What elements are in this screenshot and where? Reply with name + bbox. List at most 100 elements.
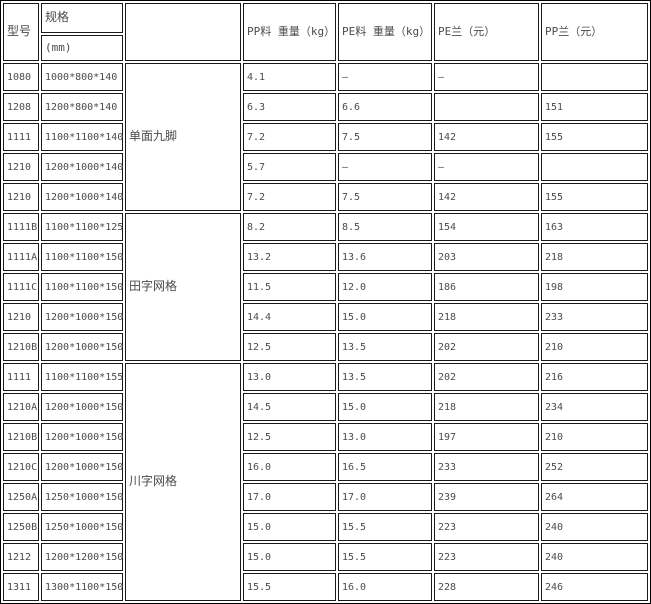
model-cell: 1210B xyxy=(3,423,39,451)
pp-price-cell: 246 xyxy=(541,573,648,601)
spec-cell: 1250*1000*150 xyxy=(41,513,123,541)
pe-price-cell: 202 xyxy=(434,333,539,361)
model-cell: 1210 xyxy=(3,183,39,211)
pp-price-cell: 252 xyxy=(541,453,648,481)
pp-price-cell: 210 xyxy=(541,333,648,361)
pe-weight-cell: 16.5 xyxy=(338,453,432,481)
pe-weight-cell: 13.0 xyxy=(338,423,432,451)
table-row: 1111C 1100*1100*150 11.5 12.0 186 198 xyxy=(3,273,648,301)
table-row: 1210B 1200*1000*150 12.5 13.5 202 210 xyxy=(3,333,648,361)
model-cell: 1212 xyxy=(3,543,39,571)
pp-price-cell: 155 xyxy=(541,183,648,211)
pe-weight-cell: 15.5 xyxy=(338,513,432,541)
spec-cell: 1100*1100*155 xyxy=(41,363,123,391)
model-cell: 1111B xyxy=(3,213,39,241)
pp-weight-cell: 13.2 xyxy=(243,243,336,271)
pe-price-cell: 239 xyxy=(434,483,539,511)
header-spec-unit: (mm) xyxy=(41,35,123,61)
table-row: 1111B 1100*1100*125 田字网格 8.2 8.5 154 163 xyxy=(3,213,648,361)
spec-cell: 1300*1100*150 xyxy=(41,573,123,601)
table-header: 型号 规格 PP料 重量（kg） PE料 重量（kg） PE兰（元） PP兰（元… xyxy=(3,3,648,61)
pp-weight-cell: 15.5 xyxy=(243,573,336,601)
spec-cell: 1200*800*140 xyxy=(41,93,123,121)
pp-price-cell: 155 xyxy=(541,123,648,151)
spec-cell: 1100*1100*150 xyxy=(41,273,123,301)
pe-price-cell: 233 xyxy=(434,453,539,481)
pe-price-cell: 223 xyxy=(434,543,539,571)
model-cell: 1208 xyxy=(3,93,39,121)
pe-weight-cell: 6.6 xyxy=(338,93,432,121)
spec-cell: 1200*1000*150 xyxy=(41,453,123,481)
pe-weight-cell: 7.5 xyxy=(338,183,432,211)
model-cell: 1111A xyxy=(3,243,39,271)
model-cell: 1111 xyxy=(3,123,39,151)
pe-weight-cell: — xyxy=(338,63,432,91)
header-model: 型号 xyxy=(3,3,39,61)
table-row: 1208 1200*800*140 6.3 6.6 151 xyxy=(3,93,648,121)
table-row: 1111 1100*1100*155 川字网格 13.0 13.5 202 216 xyxy=(3,363,648,601)
pe-weight-cell: 13.5 xyxy=(338,363,432,391)
pp-weight-cell: 17.0 xyxy=(243,483,336,511)
model-cell: 1250A xyxy=(3,483,39,511)
pp-weight-cell: 12.5 xyxy=(243,333,336,361)
table-row: 1210A 1200*1000*150 14.5 15.0 218 234 xyxy=(3,393,648,421)
pe-weight-cell: 13.5 xyxy=(338,333,432,361)
model-cell: 1210C xyxy=(3,453,39,481)
header-spec: 规格 xyxy=(41,3,123,33)
category-cell: 田字网格 xyxy=(125,213,241,361)
model-cell: 1111C xyxy=(3,273,39,301)
spec-cell: 1200*1000*150 xyxy=(41,423,123,451)
table-row: 1250B 1250*1000*150 15.0 15.5 223 240 xyxy=(3,513,648,541)
model-cell: 1111 xyxy=(3,363,39,391)
pp-weight-cell: 12.5 xyxy=(243,423,336,451)
pe-price-cell: 203 xyxy=(434,243,539,271)
table-row: 1210C 1200*1000*150 16.0 16.5 233 252 xyxy=(3,453,648,481)
pe-price-cell: 142 xyxy=(434,123,539,151)
pe-price-cell: 154 xyxy=(434,213,539,241)
model-cell: 1210 xyxy=(3,153,39,181)
spec-cell: 1250*1000*150 xyxy=(41,483,123,511)
table-row: 1111A 1100*1100*150 13.2 13.6 203 218 xyxy=(3,243,648,271)
pp-weight-cell: 14.5 xyxy=(243,393,336,421)
pp-weight-cell: 7.2 xyxy=(243,183,336,211)
pe-weight-cell: 8.5 xyxy=(338,213,432,241)
model-cell: 1080 xyxy=(3,63,39,91)
pp-price-cell: 233 xyxy=(541,303,648,331)
pe-weight-cell: 13.6 xyxy=(338,243,432,271)
pe-weight-cell: 15.0 xyxy=(338,393,432,421)
pp-price-cell: 234 xyxy=(541,393,648,421)
pe-price-cell: 223 xyxy=(434,513,539,541)
pe-weight-cell: 15.5 xyxy=(338,543,432,571)
table-row: 1080 1000*800*140 单面九脚 4.1— — xyxy=(3,63,648,211)
pe-price-cell: 186 xyxy=(434,273,539,301)
pp-price-cell xyxy=(541,63,648,91)
pp-weight-cell: 7.2 xyxy=(243,123,336,151)
pp-weight-cell: 4.1 xyxy=(243,63,336,91)
spec-cell: 1100*1100*140 xyxy=(41,123,123,151)
pe-weight-cell: 16.0 xyxy=(338,573,432,601)
spec-cell: 1200*1000*150 xyxy=(41,303,123,331)
category-cell: 单面九脚 xyxy=(125,63,241,211)
model-cell: 1250B xyxy=(3,513,39,541)
header-row-2: (mm) xyxy=(3,35,648,61)
spec-cell: 1200*1000*140 xyxy=(41,183,123,211)
pp-weight-cell: 14.4 xyxy=(243,303,336,331)
pp-price-cell xyxy=(541,153,648,181)
pp-weight-cell: 6.3 xyxy=(243,93,336,121)
table-row: 1250A 1250*1000*150 17.0 17.0 239 264 xyxy=(3,483,648,511)
pp-price-cell: 163 xyxy=(541,213,648,241)
table-row: 1210 1200*1000*140 7.2 7.5 142 155 xyxy=(3,183,648,211)
pe-price-cell: — xyxy=(434,63,539,91)
table-row: 1311 1300*1100*150 15.5 16.0 228 246 xyxy=(3,573,648,601)
pp-price-cell: 151 xyxy=(541,93,648,121)
spec-cell: 1100*1100*150 xyxy=(41,243,123,271)
pe-price-cell xyxy=(434,93,539,121)
pe-price-cell: 218 xyxy=(434,393,539,421)
pp-price-cell: 264 xyxy=(541,483,648,511)
model-cell: 1311 xyxy=(3,573,39,601)
spec-cell: 1100*1100*125 xyxy=(41,213,123,241)
table-row: 1210 1200*1000*140 5.7— — xyxy=(3,153,648,181)
category-cell: 川字网格 xyxy=(125,363,241,601)
pp-price-cell: 216 xyxy=(541,363,648,391)
pe-price-cell: 228 xyxy=(434,573,539,601)
